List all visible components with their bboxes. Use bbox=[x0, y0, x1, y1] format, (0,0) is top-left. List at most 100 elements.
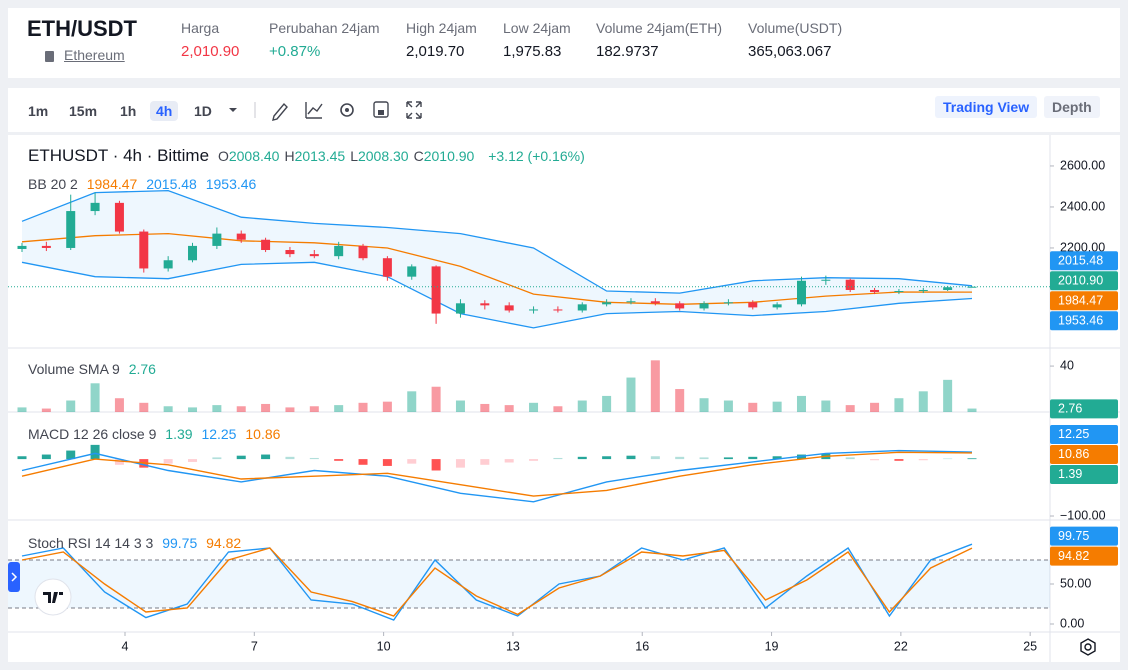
indicator-icon[interactable] bbox=[305, 102, 323, 119]
ohlc-value: 2008.40 bbox=[228, 148, 280, 164]
volume-bar bbox=[90, 383, 100, 412]
price-tag-label: 2010.90 bbox=[1058, 274, 1103, 288]
volume-bar bbox=[236, 406, 246, 412]
stat-value: 1,975.83 bbox=[503, 43, 562, 60]
bb-fill bbox=[22, 190, 972, 328]
y-tick-label: 0.00 bbox=[1060, 616, 1084, 630]
book-icon bbox=[45, 51, 54, 62]
y-tick-label: 40 bbox=[1060, 358, 1074, 372]
volume-bar bbox=[114, 398, 124, 412]
volume-bar bbox=[17, 407, 27, 412]
x-tick-label: 22 bbox=[894, 639, 908, 653]
price-tag bbox=[1050, 546, 1118, 566]
macd-histogram-bar bbox=[66, 450, 76, 460]
ohlc-key: H bbox=[284, 148, 295, 164]
price-tag bbox=[1050, 291, 1118, 311]
legend-change: +3.12 (+0.16%) bbox=[488, 148, 585, 164]
macd-histogram-bar bbox=[163, 459, 173, 464]
macd-histogram-bar bbox=[772, 456, 782, 460]
stat-label: Low 24jam bbox=[503, 20, 571, 36]
macd-histogram-bar bbox=[504, 459, 514, 463]
volume-bar bbox=[309, 406, 319, 412]
interval-button[interactable]: 1h bbox=[120, 103, 137, 119]
macd-histogram-bar bbox=[650, 456, 660, 460]
macd-histogram-bar bbox=[870, 459, 880, 461]
volume-bar bbox=[480, 403, 490, 412]
candle-body bbox=[309, 254, 319, 257]
candle-body bbox=[139, 231, 149, 269]
candle-body bbox=[918, 289, 928, 292]
x-tick-label: 4 bbox=[122, 639, 129, 653]
volume-bar bbox=[748, 402, 758, 412]
candle-body bbox=[285, 250, 295, 255]
price-tag bbox=[1050, 424, 1118, 444]
volume-bar bbox=[163, 406, 173, 412]
save-icon[interactable] bbox=[373, 101, 389, 118]
candle-body bbox=[650, 301, 660, 304]
price-tag bbox=[1050, 271, 1118, 291]
macd-histogram-bar bbox=[723, 457, 733, 460]
price-tag-label: 1.39 bbox=[1058, 467, 1082, 481]
settings-button[interactable] bbox=[1078, 637, 1098, 657]
x-tick-label: 13 bbox=[506, 639, 520, 653]
legend-value: 1953.46 bbox=[205, 176, 257, 192]
interval-button[interactable]: 4h bbox=[150, 101, 179, 121]
legend-value: 10.86 bbox=[245, 426, 281, 442]
candle-body bbox=[723, 302, 733, 304]
volume-bar bbox=[699, 398, 709, 412]
legend-value: 2.76 bbox=[128, 361, 156, 377]
price-tag-label: 1984.47 bbox=[1058, 294, 1103, 308]
candle-body bbox=[480, 303, 490, 306]
y-tick-label: 2600.00 bbox=[1060, 158, 1105, 172]
interval-button[interactable]: 15m bbox=[69, 103, 98, 119]
x-tick-label: 16 bbox=[635, 639, 649, 653]
side-tab[interactable] bbox=[8, 562, 20, 592]
macd-histogram-bar bbox=[602, 456, 612, 460]
volume-bar bbox=[943, 379, 953, 412]
coin-name[interactable]: Ethereum bbox=[64, 47, 125, 63]
interval-button[interactable]: 1m bbox=[28, 103, 49, 119]
volume-bar bbox=[553, 406, 563, 412]
macd-histogram-bar bbox=[577, 456, 587, 460]
macd-histogram-bar bbox=[188, 459, 198, 462]
price-tag bbox=[1050, 526, 1118, 546]
x-tick-label: 19 bbox=[765, 639, 779, 653]
price-tag-label: 12.25 bbox=[1058, 427, 1089, 441]
volume-bar bbox=[650, 360, 660, 412]
candle-body bbox=[236, 233, 246, 240]
stat-label: Volume 24jam(ETH) bbox=[596, 20, 723, 36]
candle-body bbox=[529, 309, 539, 311]
macd-histogram-bar bbox=[553, 457, 563, 460]
volume-bar bbox=[675, 389, 685, 412]
volume-bar bbox=[261, 403, 271, 412]
macd-histogram-bar bbox=[17, 456, 27, 460]
volume-bar bbox=[504, 405, 514, 412]
ohlc-value: 2013.45 bbox=[294, 148, 346, 164]
ohlc: O2008.40 H2013.45 L2008.30 C2010.90 bbox=[218, 148, 479, 164]
candle-body bbox=[66, 211, 76, 248]
candle-body bbox=[675, 303, 685, 309]
chart-bg bbox=[8, 135, 1120, 662]
interval-button[interactable]: 1D bbox=[194, 103, 212, 119]
candle-body bbox=[431, 266, 441, 314]
price-tag-label: 94.82 bbox=[1058, 549, 1089, 563]
price-tag bbox=[1050, 464, 1118, 484]
indicator-name: Stoch RSI 14 14 3 3 bbox=[28, 535, 154, 551]
macd-histogram-bar bbox=[285, 456, 295, 460]
ohlc-value: 2010.90 bbox=[423, 148, 475, 164]
toolbar bbox=[8, 88, 1120, 132]
candle-body bbox=[358, 245, 368, 259]
macd-histogram-bar bbox=[309, 457, 319, 460]
view-tab[interactable]: Trading View bbox=[935, 96, 1038, 118]
settings-icon[interactable] bbox=[340, 103, 354, 117]
candle-body bbox=[748, 302, 758, 308]
draw-icon[interactable] bbox=[272, 102, 288, 121]
fullscreen-icon[interactable] bbox=[406, 101, 422, 119]
view-tab[interactable]: Depth bbox=[1044, 96, 1100, 118]
stoch-line bbox=[21, 547, 973, 617]
ohlc-key: L bbox=[350, 148, 358, 164]
macd-histogram-bar bbox=[943, 458, 953, 460]
dropdown-caret[interactable] bbox=[226, 104, 240, 116]
